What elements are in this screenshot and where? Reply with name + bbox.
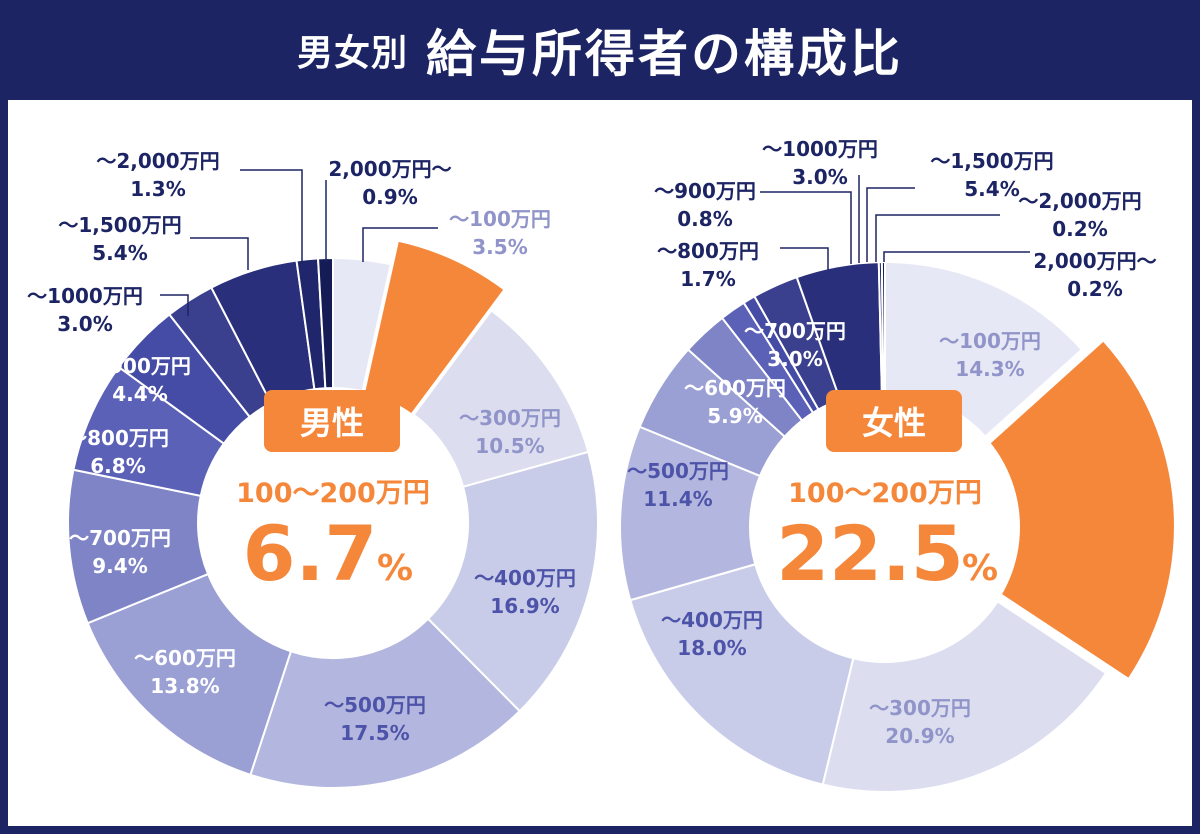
slice-value-12: 0.2% [1067,277,1122,301]
slice-label-7: 〜800万円 [67,426,169,450]
slice-value-8: 0.8% [677,207,732,231]
gender-badge-label: 男性 [300,404,364,442]
slice-label-0: 〜100万円 [939,329,1041,353]
slice-value-5: 5.9% [707,404,762,428]
slice-value-7: 1.7% [680,267,735,291]
title-prefix: 男女別 [296,33,408,74]
slice-label-3: 〜400万円 [661,608,763,632]
slice-label-6: 〜700万円 [744,319,846,343]
slice-value-11: 0.2% [1052,217,1107,241]
slice-value-7: 6.8% [90,454,145,478]
slice-value-2: 10.5% [475,434,544,458]
slice-label-0: 〜100万円 [449,207,551,231]
center-category: 100〜200万円 [236,478,430,509]
leader-line-10 [866,187,915,262]
slice-value-11: 1.3% [130,177,185,201]
center-category: 100〜200万円 [788,478,982,509]
slice-1 [898,341,1174,678]
header-bar: 男女別 給与所得者の構成比 [0,0,1200,100]
center-unit: % [962,548,998,589]
slice-label-10: 〜1,500万円 [930,149,1053,173]
slice-label-3: 〜400万円 [474,566,576,590]
slice-value-9: 3.0% [792,165,847,189]
center-value: 22.5 [776,509,964,598]
donut-hole [750,392,1020,662]
slice-value-3: 18.0% [677,636,746,660]
gender-badge-label: 女性 [862,404,926,442]
slice-label-8: 〜900万円 [89,354,191,378]
slice-value-4: 17.5% [340,721,409,745]
slice-label-11: 〜2,000万円 [1018,189,1141,213]
male-donut-chart: 〜100万円 3.5% 〜300万円 10.5% 〜400万円 16.9% 〜500万円 17… [27,149,599,789]
slice-label-11: 〜2,000万円 [96,149,219,173]
slice-label-4: 〜500万円 [627,459,729,483]
gender-badge [826,390,962,452]
slice-value-12: 0.9% [362,185,417,209]
slice-label-2: 〜300万円 [459,406,561,430]
center-unit: % [377,548,413,589]
slice-label-9: 〜1000万円 [762,137,878,161]
slice-value-10: 5.4% [964,177,1019,201]
slice-3 [426,450,599,713]
slice-value-8: 4.4% [112,382,167,406]
slice-value-4: 11.4% [643,487,712,511]
slice-label-10: 〜1,500万円 [58,213,181,237]
female-donut-chart: 〜100万円 14.3% 〜300万円 20.9% 〜400万円 18.0% 〜500万円 1… [619,137,1174,793]
slice-value-6: 3.0% [767,347,822,371]
slice-label-8: 〜900万円 [654,179,756,203]
slice-label-2: 〜300万円 [869,696,971,720]
slice-label-12: 2,000万円〜 [1033,249,1156,273]
leader-line-10 [190,237,249,270]
slice-value-9: 3.0% [57,312,112,336]
leader-line-8 [760,191,852,264]
leader-line-9 [160,294,189,316]
slice-label-5: 〜600万円 [684,376,786,400]
page-title: 給与所得者の構成比 [426,25,903,83]
slice-label-9: 〜1000万円 [27,284,143,308]
leader-line-7 [780,247,829,270]
slice-label-4: 〜500万円 [324,693,426,717]
slice-value-10: 5.4% [92,241,147,265]
slice-value-0: 3.5% [472,235,527,259]
center-value: 6.7 [243,509,378,598]
leader-line-11 [875,214,1000,262]
slice-label-12: 2,000万円〜 [328,157,451,181]
donut-hole [198,388,468,658]
slice-value-2: 20.9% [885,724,954,748]
leader-line-11 [240,169,303,264]
leader-line-0 [362,227,438,262]
slice-label-7: 〜800万円 [657,239,759,263]
slice-label-6: 〜700万円 [69,526,171,550]
slice-value-0: 14.3% [955,357,1024,381]
slice-value-3: 16.9% [490,594,559,618]
slice-value-5: 13.8% [150,674,219,698]
slice-value-6: 9.4% [92,554,147,578]
gender-badge [264,390,400,452]
slice-12 [880,260,886,394]
slice-label-5: 〜600万円 [134,646,236,670]
leader-line-12 [883,251,1030,262]
